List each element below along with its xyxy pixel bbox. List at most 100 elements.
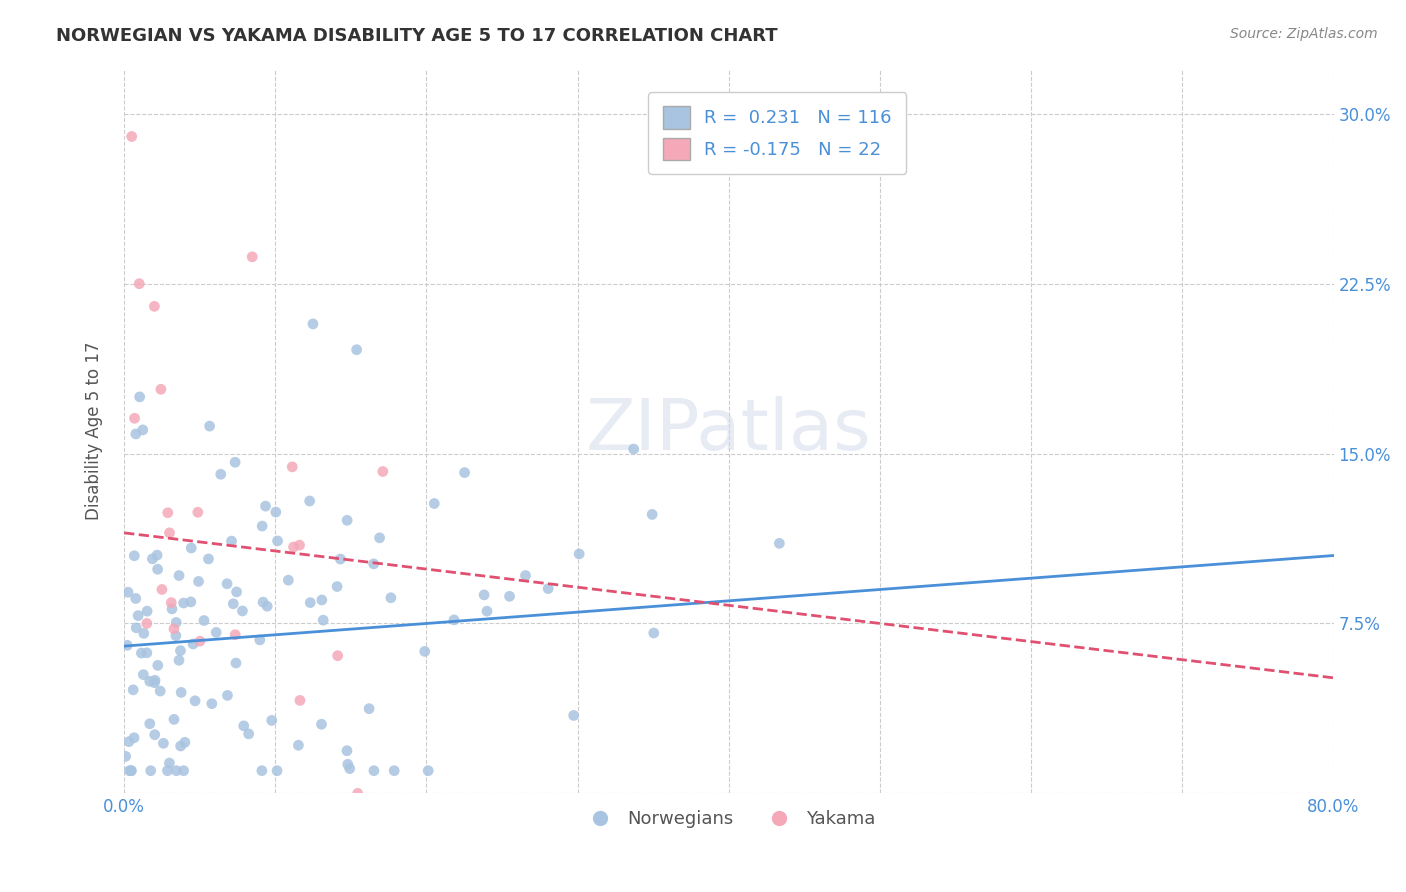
Norwegians [118,734,141,748]
Norwegians [125,621,148,635]
Norwegians [184,694,207,708]
Norwegians [336,513,359,527]
Yakama [156,506,179,520]
Norwegians [260,714,283,728]
Norwegians [124,549,146,563]
Norwegians [167,568,190,582]
Norwegians [173,735,195,749]
Norwegians [413,644,436,658]
Norwegians [266,533,288,548]
Norwegians [146,548,169,562]
Norwegians [169,643,191,657]
Norwegians [336,744,359,758]
Norwegians [266,764,288,778]
Norwegians [132,423,155,437]
Norwegians [475,604,498,618]
Yakama [149,382,172,396]
Norwegians [418,764,440,778]
Norwegians [336,757,359,772]
Norwegians [187,574,209,589]
Yakama [143,299,166,313]
Yakama [288,538,311,552]
Norwegians [453,466,475,480]
Norwegians [225,656,247,670]
Norwegians [114,749,136,764]
Norwegians [139,716,162,731]
Norwegians [380,591,402,605]
Norwegians [128,390,150,404]
Norwegians [339,762,361,776]
Norwegians [302,317,325,331]
Norwegians [139,764,162,778]
Norwegians [346,343,368,357]
Norwegians [136,604,159,618]
Norwegians [224,455,246,469]
Norwegians [359,701,381,715]
Norwegians [165,615,187,630]
Norwegians [643,626,665,640]
Yakama [159,525,181,540]
Norwegians [623,442,645,456]
Yakama [346,786,368,800]
Norwegians [299,596,322,610]
Norwegians [131,646,153,660]
Norwegians [170,685,193,699]
Norwegians [217,689,239,703]
Norwegians [562,708,585,723]
Norwegians [312,613,335,627]
Yakama [188,634,211,648]
Norwegians [215,576,238,591]
Norwegians [135,646,157,660]
Norwegians [120,764,142,778]
Yakama [371,465,394,479]
Yakama [121,129,143,144]
Norwegians [472,588,495,602]
Norwegians [264,505,287,519]
Norwegians [120,764,142,778]
Norwegians [125,591,148,606]
Norwegians [768,536,790,550]
Norwegians [250,764,273,778]
Norwegians [231,604,253,618]
Norwegians [238,727,260,741]
Norwegians [152,736,174,750]
Norwegians [201,697,224,711]
Norwegians [198,419,221,434]
Norwegians [363,557,385,571]
Norwegians [180,541,202,555]
Norwegians [118,764,141,778]
Norwegians [326,580,349,594]
Norwegians [165,764,187,778]
Yakama [283,540,305,554]
Norwegians [132,626,155,640]
Yakama [124,411,146,425]
Norwegians [163,713,186,727]
Text: NORWEGIAN VS YAKAMA DISABILITY AGE 5 TO 17 CORRELATION CHART: NORWEGIAN VS YAKAMA DISABILITY AGE 5 TO … [56,27,778,45]
Yakama [326,648,349,663]
Norwegians [250,519,273,533]
Yakama [187,505,209,519]
Norwegians [141,552,163,566]
Norwegians [256,599,278,614]
Yakama [288,693,311,707]
Yakama [160,596,183,610]
Norwegians [311,717,333,731]
Norwegians [221,534,243,549]
Norwegians [156,764,179,778]
Norwegians [169,739,191,753]
Norwegians [568,547,591,561]
Norwegians [173,764,195,778]
Norwegians [143,673,166,688]
Norwegians [149,684,172,698]
Norwegians [254,499,277,513]
Norwegians [232,719,254,733]
Norwegians [329,552,352,566]
Norwegians [181,637,204,651]
Legend: Norwegians, Yakama: Norwegians, Yakama [575,803,883,835]
Yakama [128,277,150,291]
Norwegians [287,738,309,752]
Norwegians [498,590,520,604]
Norwegians [225,585,247,599]
Norwegians [160,602,183,616]
Norwegians [641,508,664,522]
